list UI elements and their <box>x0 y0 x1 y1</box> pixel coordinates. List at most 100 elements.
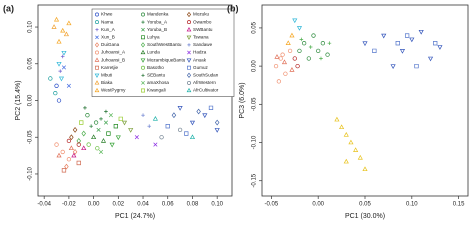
point <box>418 29 424 35</box>
legend-marker <box>95 12 99 17</box>
legend-label: Biaka <box>101 80 113 85</box>
legend-marker <box>95 50 99 55</box>
y-tick-label: -0.15 <box>252 173 258 187</box>
point <box>280 52 285 57</box>
point <box>184 131 189 136</box>
y-tick-label: -0.10 <box>252 135 258 149</box>
point <box>104 109 108 114</box>
point <box>390 64 396 70</box>
point <box>287 48 293 53</box>
point <box>58 76 65 82</box>
point <box>285 40 291 45</box>
point <box>58 69 63 73</box>
point <box>273 63 279 69</box>
point <box>61 65 66 70</box>
legend-label: Karretjie <box>101 65 119 70</box>
legend-marker <box>186 11 192 18</box>
point <box>121 120 128 126</box>
legend-label: MozambiqueBantu <box>147 57 186 62</box>
legend-marker <box>187 65 191 70</box>
legend-label: Mozuku <box>193 12 210 17</box>
point <box>339 124 345 130</box>
legend-marker <box>94 87 100 93</box>
point <box>60 27 66 33</box>
point <box>53 91 58 96</box>
legend-label: SEBantu <box>147 73 166 78</box>
legend-label: WestPygmy <box>101 88 126 93</box>
point <box>159 135 164 140</box>
point <box>98 149 104 154</box>
x-tick-label: 0.02 <box>112 202 124 208</box>
point <box>61 50 67 56</box>
y-tick-label: 0.00 <box>28 94 34 106</box>
point <box>308 45 313 49</box>
point <box>311 33 316 38</box>
point <box>100 138 107 143</box>
point <box>306 56 311 61</box>
point <box>118 116 123 122</box>
point <box>295 63 300 69</box>
legend-marker <box>94 73 100 78</box>
point <box>283 71 288 76</box>
x-tick-label: 0.05 <box>359 202 371 208</box>
legend-marker <box>187 43 191 47</box>
point <box>69 134 74 141</box>
legend-label: DuiGana <box>101 42 120 47</box>
legend-label: Anuak <box>193 57 207 62</box>
point <box>289 67 295 72</box>
legend-marker <box>140 49 146 55</box>
legend-label: Khwe <box>101 12 113 17</box>
point <box>214 128 220 133</box>
point <box>357 154 363 160</box>
legend-label: AfrCultivator <box>193 88 219 93</box>
legend-label: AfrWestern <box>193 80 216 85</box>
point <box>362 166 368 172</box>
point <box>66 157 72 162</box>
legend-label: Lunda <box>147 50 160 55</box>
figure: -0.04 -0.02 0.00 0.02 0.04 0.06 0.08 0.10 -0.10 -… <box>3 3 469 220</box>
legend-label: Tswana <box>193 35 209 40</box>
point <box>76 142 81 147</box>
legend-marker <box>95 20 99 25</box>
legend-marker <box>186 72 192 78</box>
point <box>61 168 67 173</box>
legend-label: Mbuti <box>101 73 112 78</box>
point <box>113 124 118 129</box>
legend-marker <box>141 27 145 32</box>
point <box>115 135 121 141</box>
point <box>48 76 53 81</box>
x-tick-label: -0.04 <box>37 202 51 208</box>
point <box>54 83 59 88</box>
point <box>381 33 387 39</box>
point <box>334 116 340 122</box>
legend-marker <box>141 12 145 17</box>
point <box>319 56 323 61</box>
point <box>91 134 97 140</box>
legend-marker <box>94 57 100 62</box>
point <box>66 83 71 88</box>
point <box>153 142 158 147</box>
point <box>134 135 139 140</box>
legend-marker <box>141 88 145 93</box>
point <box>274 54 280 59</box>
legend-marker <box>95 35 99 40</box>
point <box>177 127 183 133</box>
legend-marker <box>95 65 99 70</box>
legend-label: Mandenka <box>147 12 169 17</box>
point <box>297 48 302 53</box>
legend-label: Sandawe <box>193 42 213 47</box>
point <box>208 105 214 110</box>
y-axis-label: PC2 (15.4%) <box>15 80 22 120</box>
y-tick-label: -0.05 <box>252 97 258 111</box>
x-tick-label: 0.00 <box>88 202 100 208</box>
y-tick-label: 0.05 <box>252 21 258 33</box>
x-tick-label: 0.04 <box>137 202 149 208</box>
point <box>85 113 90 118</box>
point <box>53 16 60 22</box>
point <box>320 41 326 46</box>
x-tick-label: 0.15 <box>453 202 465 208</box>
point <box>86 142 91 147</box>
legend-label: Yoruba_B <box>147 27 167 32</box>
point <box>83 106 87 110</box>
point <box>171 112 177 119</box>
